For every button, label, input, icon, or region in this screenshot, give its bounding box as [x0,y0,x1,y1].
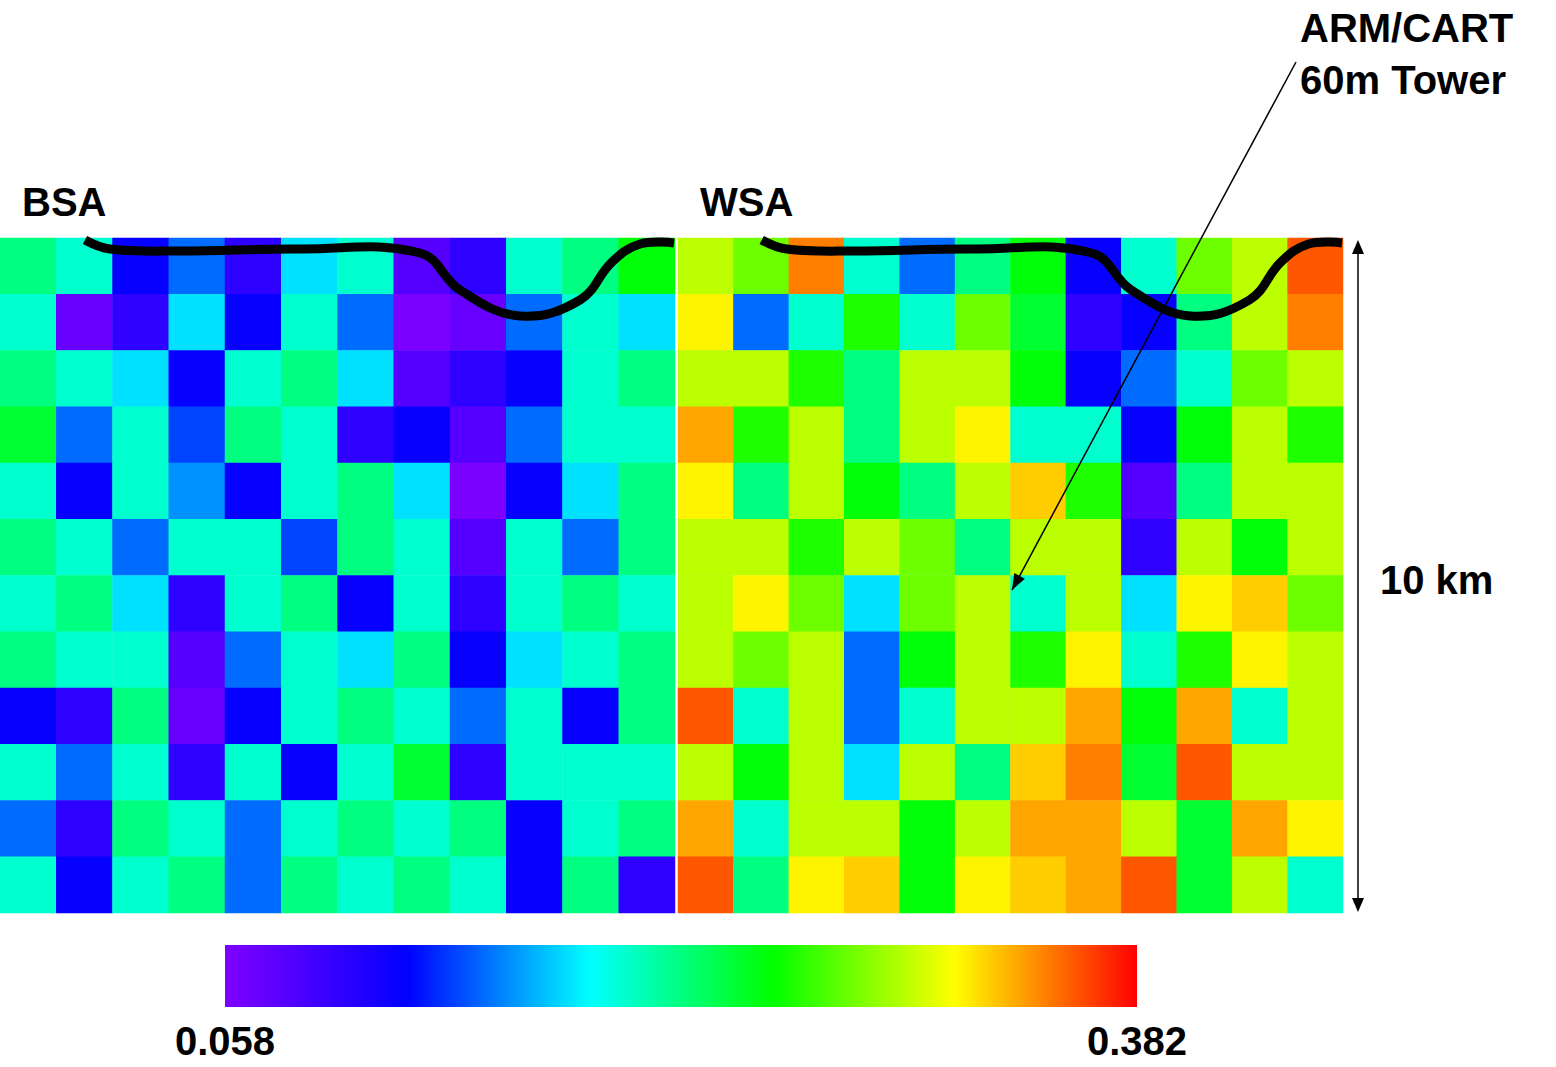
svg-text:BSA: BSA [22,180,106,224]
svg-text:0.382: 0.382 [1087,1019,1187,1063]
svg-text:ARM/CART: ARM/CART [1300,6,1513,50]
svg-text:0.058: 0.058 [175,1019,275,1063]
svg-text:60m Tower: 60m Tower [1300,58,1506,102]
svg-text:10 km: 10 km [1380,558,1493,602]
svg-text:WSA: WSA [700,180,793,224]
